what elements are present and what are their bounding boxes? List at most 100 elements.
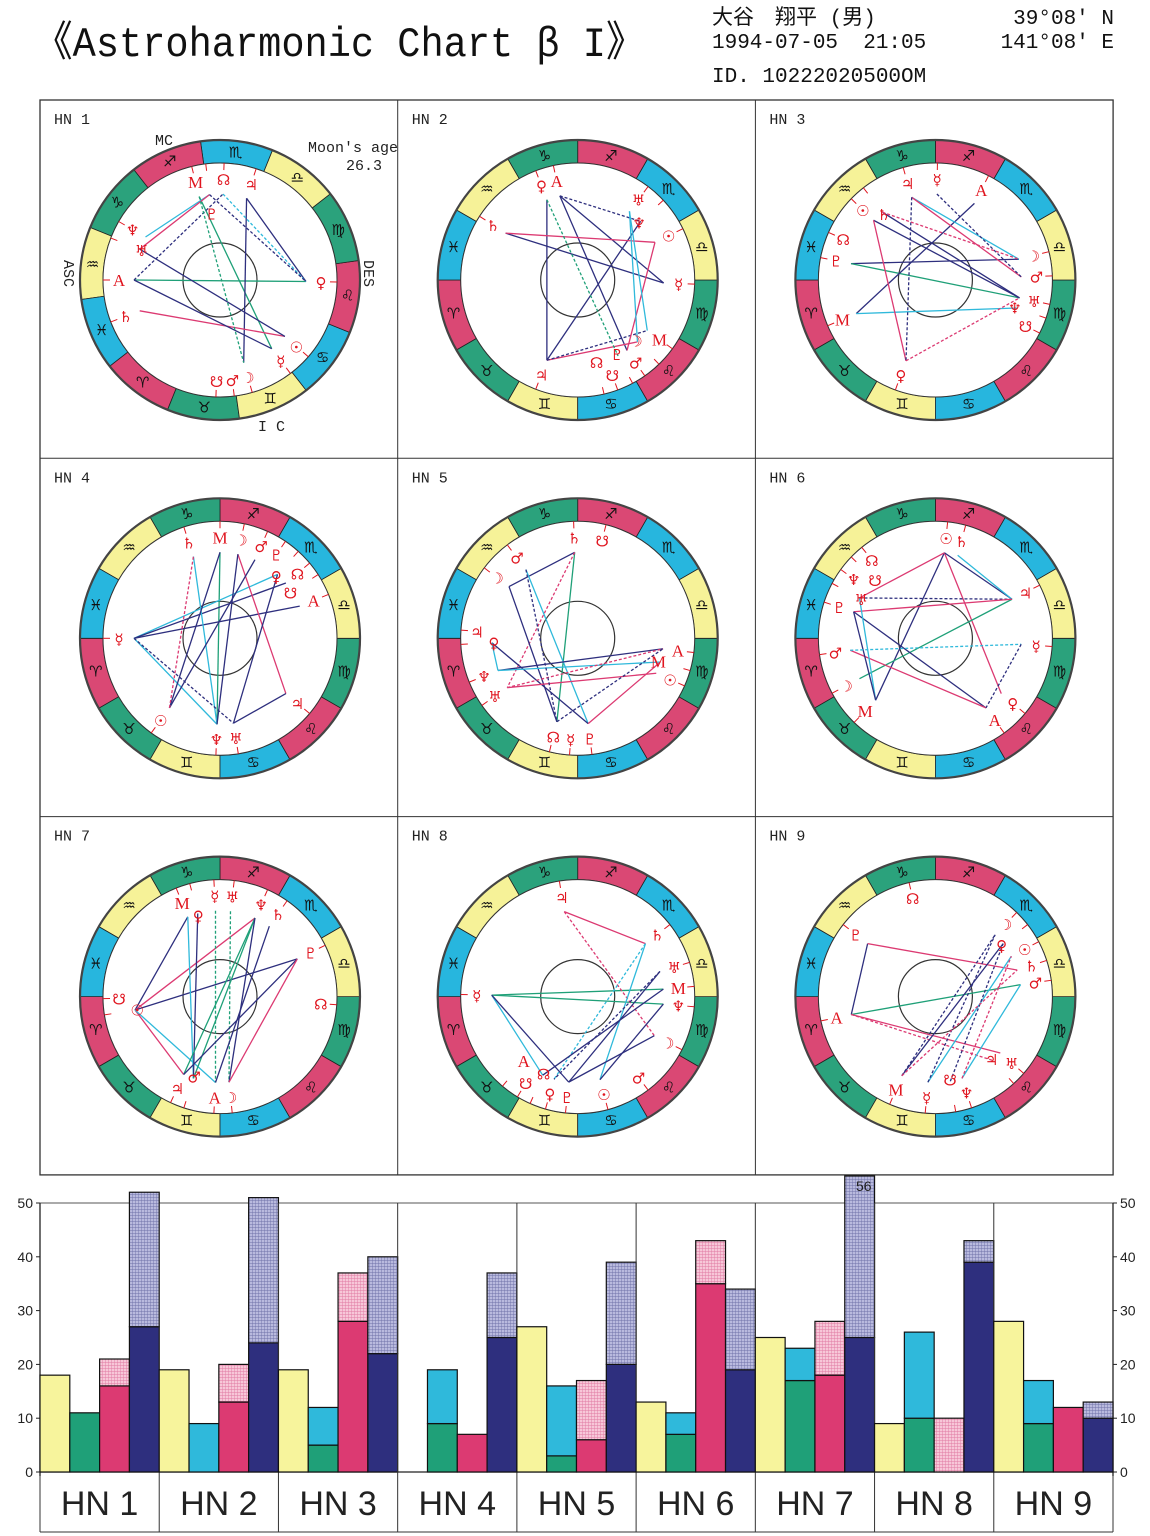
zodiac-sign-icon: ♈ [805,1021,818,1039]
bar-lavender_hatch [1082,1401,1114,1419]
planet-tick [984,175,989,183]
zodiac-sign-icon: ♋ [962,753,975,771]
planet-tick [675,1046,683,1051]
planet-tick [687,1005,695,1008]
y-tick-label-right: 50 [1120,1195,1136,1211]
outer-circle [78,497,362,780]
snode-icon: ☋ [868,572,881,590]
bar-yellow_bar [993,1320,1025,1473]
zodiac-sign-icon: ♍ [332,221,345,239]
bar-pink [218,1401,250,1473]
mars-icon: ♂ [629,355,642,373]
planet-tick [963,525,967,533]
category-label: HN 3 [299,1485,376,1523]
zodiac-sign-icon: ♐ [962,147,975,165]
ic-label: I C [258,419,285,436]
aspect-line [168,559,256,709]
snode-icon: ☋ [210,373,223,391]
mercury-icon: ☿ [566,731,575,749]
wheel-2: HN 2 ♈ ♉ ♊ ♋ ♌ ♍ ♎ ♏ ♐ ♑ ♒ ♓ ♀ A ♄ ♅ ♆ ☉ ☿ M ☽ ♂ ♇ ☋☊ ♃ [412,112,719,422]
aspect-line [491,994,544,1076]
zodiac-sign-icon: ♑ [538,505,551,523]
aspect-line [198,196,273,349]
planet-tick [281,541,286,548]
wheel-9: HN 9 ♈ ♉ ♊ ♋ ♌ ♍ ♎ ♏ ♐ ♑ ♒ ♓ ☊ ♇ ☽ ♀ ☉♄♂ ♅ ♃ ♆☋ ☿ M A [769,829,1077,1138]
zodiac-sign-icon: ♏ [304,897,318,915]
planet-tick [889,1097,893,1105]
asc-icon: A [209,1088,222,1107]
aspect-line [564,911,646,945]
zodiac-sign-icon: ♓ [805,238,818,256]
mc-icon: M [652,330,667,349]
planet-tick [249,385,253,393]
aspect-line [491,994,570,1083]
zodiac-sign-icon: ♎ [1053,238,1066,256]
jupiter-icon: ♃ [244,176,257,194]
planet-tick [483,567,491,573]
aspect-line [856,307,1017,315]
aspect-line [556,648,664,723]
planet-tick [682,961,690,965]
mc-icon: M [188,173,203,192]
aspect-line [134,958,298,1011]
bar-cyan [784,1347,816,1382]
uranus-icon: ♅ [668,959,681,977]
snode-icon: ☋ [595,532,608,550]
zodiac-sign-icon: ♑ [180,505,193,523]
snode-icon: ☋ [606,367,619,385]
mars-icon: ♂ [226,372,239,390]
planet-tick [506,544,512,551]
planet-tick [1018,1068,1025,1074]
planet-tick [321,594,329,598]
moon-icon: ☽ [241,369,254,387]
bar-cyan [546,1385,578,1457]
planet-tick [1042,251,1050,254]
zodiac-sign-icon: ♌ [304,720,317,738]
mc-icon: M [175,894,190,913]
mc-icon: M [651,652,666,671]
mc-icon: M [858,702,873,721]
planet-tick [481,700,488,706]
planet-tick [150,726,156,734]
y-tick-label-right: 30 [1120,1303,1136,1319]
aspect-line [628,211,639,342]
zodiac-sign-icon: ♒ [480,180,493,198]
category-label: HN 7 [776,1485,853,1523]
bar-pink [1052,1406,1084,1473]
neptune-icon: ♆ [672,997,685,1015]
aspect-line [949,943,1004,1082]
y-tick-label: 10 [17,1410,33,1426]
zodiac-sign-icon: ♋ [962,1112,975,1130]
zodiac-sign-icon: ♌ [662,362,675,380]
planet-tick [303,708,310,714]
aspect-line [216,554,239,725]
zodiac-sign-icon: ♎ [695,596,708,614]
center-circle [540,600,616,676]
outer-circle [436,497,719,780]
planet-tick [231,1105,233,1114]
planet-tick [820,1018,828,1022]
aspect-line [133,279,306,283]
planet-tick [232,389,235,397]
aspect-line [168,552,221,709]
inner-circle [817,520,1053,756]
venus-icon: ♀ [271,568,282,586]
asc-icon: A [518,1052,531,1071]
asc-icon: A [551,172,564,191]
zodiac-sign-icon: ♏ [229,143,243,161]
zodiac-sign-icon: ♉ [198,399,211,417]
snode-icon: ☋ [943,1071,956,1089]
aspect-line [849,649,987,709]
aspect-line [850,943,869,1015]
planet-tick [183,526,187,534]
planet-tick [853,717,860,723]
aspect-line [927,955,1012,1083]
wheel-label: HN 7 [54,829,90,846]
outer-circle [794,497,1077,780]
node-icon: ☊ [217,171,230,189]
aspect-line [525,569,589,724]
y-tick-label: 20 [17,1356,33,1372]
zodiac-sign-icon: ♎ [695,954,708,972]
planet-tick [183,1101,187,1109]
planet-tick [302,351,309,358]
